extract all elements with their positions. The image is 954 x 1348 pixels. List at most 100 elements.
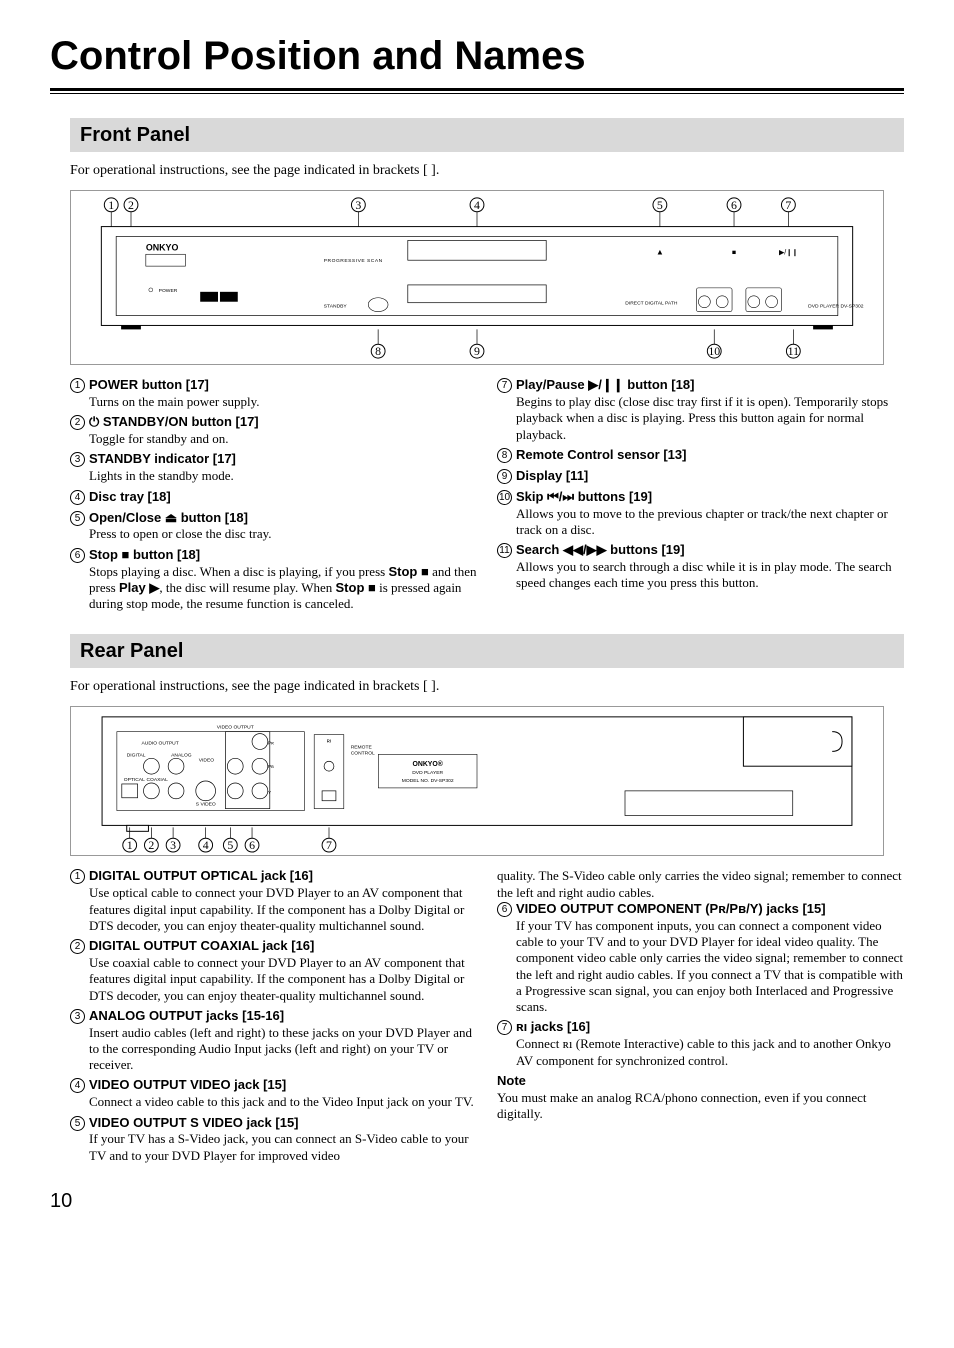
svg-text:COAXIAL: COAXIAL	[146, 777, 168, 783]
svg-text:▶/❙❙: ▶/❙❙	[779, 248, 798, 256]
svg-text:7: 7	[785, 198, 791, 212]
svg-text:STANDBY: STANDBY	[324, 304, 348, 310]
svg-text:5: 5	[657, 198, 663, 212]
item-number: 3	[70, 452, 85, 467]
list-item: 11 Search ◀◀/▶▶ buttons [19]Allows you to…	[497, 542, 904, 591]
item-number: 3	[70, 1009, 85, 1024]
item-number: 6	[70, 548, 85, 563]
list-item: 9 Display [11]	[497, 468, 904, 485]
item-description: If your TV has component inputs, you can…	[516, 918, 904, 1016]
item-description: Use coaxial cable to connect your DVD Pl…	[89, 955, 477, 1004]
item-number: 7	[497, 378, 512, 393]
item-description: Turns on the main power supply.	[89, 394, 477, 410]
front-right-col: 7Play/Pause ▶/❙❙ button [18]Begins to pl…	[497, 377, 904, 616]
title-rule-thick	[50, 88, 904, 91]
svg-text:OPTICAL: OPTICAL	[124, 777, 145, 783]
item-number: 10	[497, 490, 512, 505]
list-item: 3 ANALOG OUTPUT jacks [15-16]Insert audio…	[70, 1008, 477, 1074]
svg-text:VIDEO OUTPUT: VIDEO OUTPUT	[217, 725, 254, 731]
page-number: 10	[50, 1188, 904, 1214]
item-title: Skip ⏮/⏭ buttons [19]	[516, 489, 652, 506]
item-title: Stop ■ button [18]	[89, 547, 200, 564]
item-title: DIGITAL OUTPUT OPTICAL jack [16]	[89, 868, 313, 885]
item-description: Lights in the standby mode.	[89, 468, 477, 484]
svg-text:MODEL NO. DV-SP302: MODEL NO. DV-SP302	[402, 778, 454, 784]
svg-text:3: 3	[355, 198, 361, 212]
item-description: Toggle for standby and on.	[89, 431, 477, 447]
list-item: 2 DIGITAL OUTPUT COAXIAL jack [16]Use coa…	[70, 938, 477, 1004]
item-title: Display [11]	[516, 468, 588, 485]
svg-text:▲: ▲	[656, 247, 664, 256]
item-number: 2	[70, 939, 85, 954]
svg-text:CONTROL: CONTROL	[351, 751, 375, 757]
list-item: 3 STANDBY indicator [17]Lights in the sta…	[70, 451, 477, 484]
item-description: Connect a video cable to this jack and t…	[89, 1094, 477, 1110]
svg-text:VIDEO: VIDEO	[199, 758, 214, 764]
item-number: 9	[497, 469, 512, 484]
item-title: DIGITAL OUTPUT COAXIAL jack [16]	[89, 938, 314, 955]
item-number: 8	[497, 448, 512, 463]
rear-left-col: 1 DIGITAL OUTPUT OPTICAL jack [16]Use opt…	[70, 868, 477, 1167]
svg-text:DIGITAL: DIGITAL	[127, 753, 146, 759]
rear-columns: 1 DIGITAL OUTPUT OPTICAL jack [16]Use opt…	[70, 868, 904, 1167]
svg-text:REMOTE: REMOTE	[351, 745, 373, 751]
note-heading: Note	[497, 1073, 904, 1090]
item-title: Remote Control sensor [13]	[516, 447, 686, 464]
svg-text:DVD PLAYER: DVD PLAYER	[412, 771, 443, 777]
list-item: 10 Skip ⏮/⏭ buttons [19]Allows you to mov…	[497, 489, 904, 538]
svg-text:DVD PLAYER DV-SP302: DVD PLAYER DV-SP302	[808, 304, 864, 310]
list-item: 4 Disc tray [18]	[70, 489, 477, 506]
item-number: 7	[497, 1020, 512, 1035]
item-number: 4	[70, 490, 85, 505]
item-title: Open/Close ⏏ button [18]	[89, 510, 248, 527]
list-item: 5Open/Close ⏏ button [18]Press to open o…	[70, 510, 477, 543]
item-number: 1	[70, 869, 85, 884]
item-description: If your TV has a S-Video jack, you can c…	[89, 1131, 477, 1164]
svg-text:AUDIO OUTPUT: AUDIO OUTPUT	[142, 741, 179, 747]
rear-panel-heading: Rear Panel	[70, 634, 904, 668]
list-item: 2⏻ STANDBY/ON button [17]Toggle for stan…	[70, 414, 477, 447]
rear-panel-diagram: AUDIO OUTPUT VIDEO OUTPUT DIGITAL ANALOG…	[70, 706, 884, 856]
item-description: Allows you to move to the previous chapt…	[516, 506, 904, 539]
front-panel-svg: 1 2 3 4 5 6 7 ONKYO PROGRESSIVE SCAN ▲ ■	[71, 191, 883, 364]
rear-intro: For operational instructions, see the pa…	[70, 678, 904, 696]
item-title: VIDEO OUTPUT COMPONENT (Pʀ/Pʙ/Y) jacks […	[516, 901, 826, 918]
svg-text:POWER: POWER	[159, 288, 178, 294]
item-title: VIDEO OUTPUT VIDEO jack [15]	[89, 1077, 286, 1094]
svg-text:5: 5	[227, 839, 233, 853]
item-title: Search ◀◀/▶▶ buttons [19]	[516, 542, 685, 559]
item-number: 5	[70, 511, 85, 526]
item-description: Insert audio cables (left and right) to …	[89, 1025, 477, 1074]
svg-text:8: 8	[375, 344, 381, 358]
item-number: 11	[497, 543, 512, 558]
item-description: Use optical cable to connect your DVD Pl…	[89, 885, 477, 934]
item-description: Allows you to search through a disc whil…	[516, 559, 904, 592]
list-item: 1 DIGITAL OUTPUT OPTICAL jack [16]Use opt…	[70, 868, 477, 934]
title-rule-thin	[50, 93, 904, 94]
list-item: 5VIDEO OUTPUT S VIDEO jack [15]If your T…	[70, 1115, 477, 1164]
front-columns: 1POWER button [17]Turns on the main powe…	[70, 377, 904, 616]
svg-text:■: ■	[732, 249, 736, 256]
list-item: 6VIDEO OUTPUT COMPONENT (Pʀ/Pʙ/Y) jacks …	[497, 901, 904, 1015]
note-body: You must make an analog RCA/phono connec…	[497, 1090, 904, 1123]
item-title: ANALOG OUTPUT jacks [15-16]	[89, 1008, 284, 1025]
item-title: STANDBY indicator [17]	[89, 451, 236, 468]
svg-text:6: 6	[249, 839, 255, 853]
item-description: Connect ʀı (Remote Interactive) cable to…	[516, 1036, 904, 1069]
svg-text:7: 7	[326, 839, 332, 853]
front-left-col: 1POWER button [17]Turns on the main powe…	[70, 377, 477, 616]
item-title: ʀı jacks [16]	[516, 1019, 590, 1036]
item-title: VIDEO OUTPUT S VIDEO jack [15]	[89, 1115, 299, 1132]
svg-text:1: 1	[127, 839, 133, 853]
svg-text:ANALOG: ANALOG	[171, 753, 192, 759]
svg-text:1: 1	[108, 198, 114, 212]
item-description: Begins to play disc (close disc tray fir…	[516, 394, 904, 443]
svg-text:PROGRESSIVE SCAN: PROGRESSIVE SCAN	[324, 258, 383, 264]
item-number: 2	[70, 415, 85, 430]
svg-text:2: 2	[148, 839, 154, 853]
list-item: 1POWER button [17]Turns on the main powe…	[70, 377, 477, 410]
item-title: Disc tray [18]	[89, 489, 171, 506]
continuation-text: quality. The S-Video cable only carries …	[497, 868, 904, 901]
svg-text:ONKYO: ONKYO	[146, 243, 179, 253]
svg-text:9: 9	[474, 344, 480, 358]
